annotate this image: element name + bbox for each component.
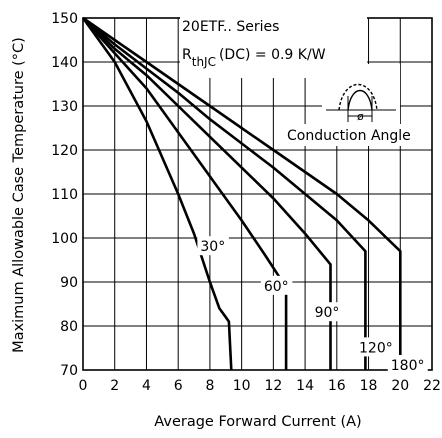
x-tick-label: 22	[423, 378, 441, 394]
series-label: 120°	[359, 340, 393, 356]
inset-label-bg	[285, 124, 430, 146]
y-tick-label: 140	[51, 55, 78, 71]
y-tick-label: 150	[51, 11, 78, 27]
y-tick-label: 80	[60, 319, 78, 335]
series-label: 30°	[200, 239, 225, 255]
series-label: 60°	[264, 279, 289, 295]
inset-conduction-arc	[347, 90, 373, 111]
x-tick-label: 16	[328, 378, 346, 394]
rth-symbol: R	[182, 47, 192, 63]
series-label-bg	[311, 302, 344, 322]
x-tick-label: 0	[79, 378, 88, 394]
x-tick-label: 14	[296, 378, 314, 394]
x-tick-label: 4	[142, 378, 151, 394]
x-tick-label: 8	[205, 378, 214, 394]
y-tick-label: 110	[51, 187, 78, 203]
series-label: 180°	[391, 358, 425, 374]
x-tick-label: 6	[174, 378, 183, 394]
y-axis-label: Maximum Allowable Case Temperature (°C)	[11, 37, 27, 353]
series-title: 20ETF.. Series	[182, 19, 279, 35]
x-tick-label: 10	[233, 378, 251, 394]
x-tick-label: 12	[264, 378, 282, 394]
x-axis-label: Average Forward Current (A)	[154, 414, 361, 430]
ticks: 0 2 4 6 8 10 12 14 16 18 20 22 70 80 90 100 110 120 130 140…	[51, 11, 441, 394]
rth-annotation: RthJC (DC) = 0.9 K/W	[182, 47, 326, 69]
y-tick-label: 90	[60, 275, 78, 291]
y-tick-label: 120	[51, 143, 78, 159]
curves: 30° 60° 90° 120° 180°	[81, 16, 428, 374]
conduction-angle-inset: ø Conduction Angle	[285, 64, 430, 146]
rth-subscript: thJC	[192, 55, 216, 69]
inset-phi: ø	[357, 110, 364, 123]
y-tick-label: 130	[51, 99, 78, 115]
y-tick-label: 70	[60, 363, 78, 379]
series-label-bg	[387, 355, 428, 374]
series-label: 90°	[315, 305, 340, 321]
series-label-bg	[260, 275, 293, 295]
curve-120-deg	[82, 17, 367, 370]
curve-90-deg	[82, 17, 332, 370]
curve-180-deg	[82, 16, 402, 370]
x-tick-label: 18	[360, 378, 378, 394]
x-tick-label: 20	[391, 378, 409, 394]
series-label-bg	[197, 236, 229, 256]
series-label-bg	[356, 337, 397, 357]
curve-30-deg	[81, 17, 233, 371]
x-tick-label: 2	[110, 378, 119, 394]
rth-value: (DC) = 0.9 K/W	[219, 47, 326, 63]
y-tick-label: 100	[51, 231, 78, 247]
inset-label: Conduction Angle	[287, 128, 411, 144]
